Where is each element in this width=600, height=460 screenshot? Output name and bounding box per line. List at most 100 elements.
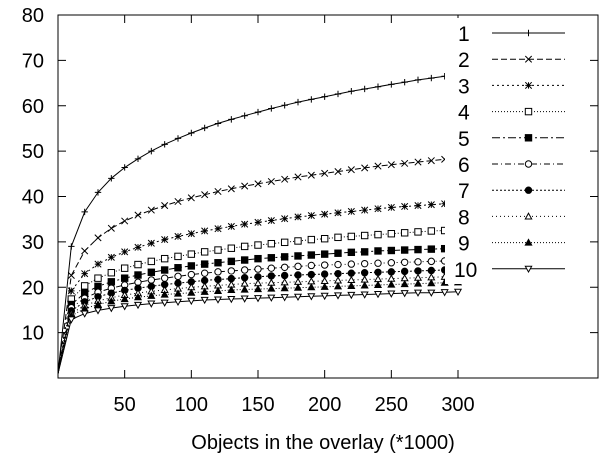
data-point bbox=[294, 252, 302, 260]
legend-item-6: 6 bbox=[458, 154, 565, 177]
data-point bbox=[347, 232, 356, 241]
data-point bbox=[347, 260, 356, 268]
data-point bbox=[160, 266, 169, 274]
data-point bbox=[173, 289, 183, 297]
data-point bbox=[524, 55, 533, 63]
data-point bbox=[173, 298, 183, 306]
data-point bbox=[347, 166, 355, 174]
data-point bbox=[347, 291, 356, 300]
data-point bbox=[294, 262, 302, 271]
data-point bbox=[147, 300, 156, 308]
data-point bbox=[200, 269, 209, 277]
data-point bbox=[133, 301, 143, 310]
data-point bbox=[174, 252, 182, 261]
data-point bbox=[525, 29, 532, 37]
data-point bbox=[414, 245, 422, 254]
data-point bbox=[524, 134, 533, 142]
data-point bbox=[161, 236, 169, 244]
data-point bbox=[374, 205, 382, 213]
data-point bbox=[227, 222, 235, 231]
data-point bbox=[321, 93, 328, 100]
y-tick-label: 60 bbox=[22, 96, 44, 118]
data-point bbox=[307, 251, 316, 259]
x-tick-label: 150 bbox=[241, 394, 274, 416]
data-point bbox=[307, 235, 316, 244]
data-point bbox=[320, 250, 329, 258]
data-point bbox=[307, 293, 316, 301]
data-point bbox=[147, 257, 156, 266]
data-point bbox=[387, 290, 396, 298]
data-point bbox=[427, 245, 436, 253]
data-point bbox=[347, 207, 355, 216]
data-point bbox=[241, 182, 249, 190]
x-axis: 50 100 150 200 250 300 bbox=[114, 15, 475, 416]
data-point bbox=[280, 238, 289, 247]
data-point bbox=[524, 186, 533, 194]
data-point bbox=[388, 81, 395, 88]
data-point bbox=[374, 247, 382, 255]
data-point bbox=[387, 161, 395, 169]
data-point bbox=[227, 257, 236, 266]
data-point bbox=[214, 120, 222, 127]
legend-item-3: 3 bbox=[458, 75, 565, 98]
data-point bbox=[320, 282, 329, 290]
legend: 1 2 3 4 5 6 7 8 9 10 bbox=[445, 18, 585, 284]
data-point bbox=[294, 271, 302, 279]
data-point bbox=[281, 175, 289, 183]
data-point bbox=[241, 112, 248, 119]
data-point bbox=[147, 239, 155, 247]
legend-item-1: 1 bbox=[458, 23, 565, 46]
data-point bbox=[268, 105, 275, 112]
data-point bbox=[334, 90, 342, 98]
data-point bbox=[267, 264, 276, 272]
data-point bbox=[108, 175, 115, 182]
legend-item-7: 7 bbox=[458, 180, 565, 203]
data-point bbox=[307, 261, 316, 270]
data-point bbox=[321, 169, 329, 177]
data-point bbox=[214, 259, 222, 267]
data-point bbox=[293, 283, 303, 291]
y-tick-label: 70 bbox=[22, 50, 44, 72]
data-point bbox=[68, 243, 75, 250]
data-point bbox=[373, 280, 383, 289]
series-5 bbox=[57, 244, 462, 374]
data-point bbox=[187, 288, 196, 296]
data-point bbox=[227, 185, 235, 193]
data-point bbox=[228, 116, 235, 123]
data-point bbox=[267, 294, 276, 302]
data-point bbox=[81, 208, 88, 216]
data-point bbox=[94, 234, 102, 242]
data-point bbox=[320, 261, 329, 269]
data-point bbox=[333, 282, 343, 290]
data-point bbox=[267, 272, 276, 280]
data-point bbox=[254, 254, 262, 263]
data-point bbox=[67, 316, 76, 324]
data-point bbox=[201, 191, 209, 199]
legend-label: 8 bbox=[458, 206, 470, 229]
data-point bbox=[374, 83, 382, 90]
data-point bbox=[387, 203, 395, 211]
data-point bbox=[93, 307, 103, 315]
data-point bbox=[334, 209, 342, 217]
data-point bbox=[267, 239, 276, 248]
data-point bbox=[254, 265, 262, 273]
data-point bbox=[347, 248, 356, 257]
data-point bbox=[174, 232, 182, 240]
data-point bbox=[187, 194, 195, 202]
legend-label: 7 bbox=[458, 180, 470, 203]
data-point bbox=[200, 287, 209, 295]
data-point bbox=[94, 189, 102, 196]
data-point bbox=[253, 295, 263, 303]
legend-label: 9 bbox=[458, 233, 470, 256]
data-point bbox=[400, 279, 409, 288]
data-point bbox=[361, 164, 369, 172]
series-8 bbox=[57, 272, 463, 374]
data-point bbox=[214, 246, 222, 254]
data-point bbox=[307, 283, 316, 291]
data-point bbox=[400, 229, 409, 237]
data-point bbox=[360, 248, 369, 256]
data-point bbox=[321, 210, 329, 218]
data-point bbox=[187, 230, 195, 238]
data-point bbox=[240, 256, 249, 264]
data-point bbox=[107, 297, 116, 305]
